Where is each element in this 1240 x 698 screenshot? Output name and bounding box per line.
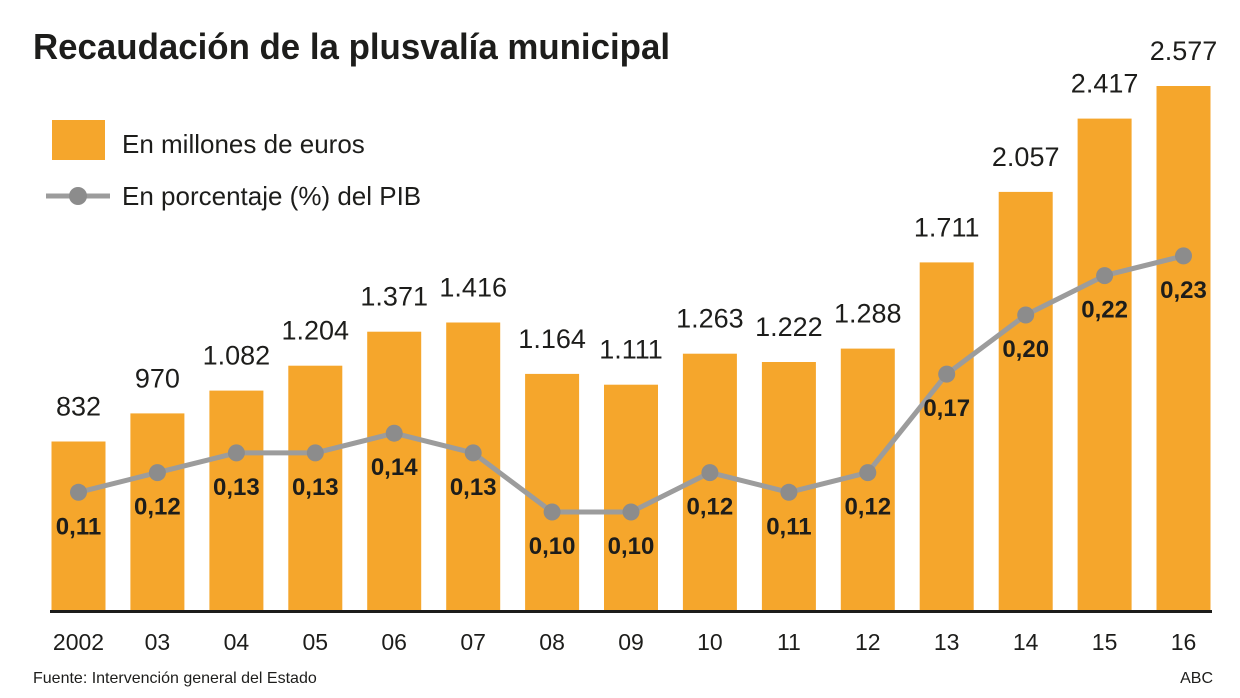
chart-title: Recaudación de la plusvalía municipal xyxy=(33,26,670,67)
x-label-13: 13 xyxy=(934,629,960,655)
pct-label-11: 0,11 xyxy=(766,513,811,540)
bar-value-label-07: 1.416 xyxy=(439,273,507,303)
pct-dot-06 xyxy=(385,424,403,442)
pct-dot-03 xyxy=(148,464,166,482)
x-label-11: 11 xyxy=(777,629,801,655)
bar-value-label-03: 970 xyxy=(135,363,180,393)
pct-dot-07 xyxy=(464,444,482,462)
pct-label-14: 0,20 xyxy=(1002,336,1049,363)
bar-value-labels-group: 832 970 1.082 1.204 1.371 1.416 1.164 1.111 1.26… xyxy=(56,36,1217,422)
pct-dot-11 xyxy=(780,483,798,501)
bar-value-label-2002: 832 xyxy=(56,392,101,422)
pct-label-13: 0,17 xyxy=(923,395,970,422)
bar-value-label-05: 1.204 xyxy=(282,316,350,346)
bar-value-label-09: 1.111 xyxy=(599,335,663,365)
x-label-2002: 2002 xyxy=(53,629,104,655)
x-label-05: 05 xyxy=(303,629,329,655)
x-label-07: 07 xyxy=(460,629,486,655)
pct-dot-13 xyxy=(938,365,956,383)
bar-15 xyxy=(1077,118,1132,611)
pct-label-07: 0,13 xyxy=(450,474,497,501)
bar-09 xyxy=(604,384,658,611)
x-label-03: 03 xyxy=(145,629,171,655)
bar-08 xyxy=(525,373,580,611)
bar-value-label-10: 1.263 xyxy=(676,304,744,334)
pct-dot-12 xyxy=(859,464,877,482)
bar-03 xyxy=(130,413,185,611)
legend-dot-sample xyxy=(69,187,87,205)
pct-label-16: 0,23 xyxy=(1160,277,1207,304)
bars-group xyxy=(51,86,1211,611)
bar-05 xyxy=(288,365,343,611)
bar-06 xyxy=(367,331,422,611)
pct-dot-10 xyxy=(701,464,719,482)
x-label-09: 09 xyxy=(618,629,644,655)
bar-value-label-04: 1.082 xyxy=(203,341,271,371)
legend-label-percent-pib: En porcentaje (%) del PIB xyxy=(122,181,421,211)
x-label-06: 06 xyxy=(381,629,407,655)
pct-dot-2002 xyxy=(70,483,87,501)
bar-16 xyxy=(1156,86,1211,611)
pct-dot-09 xyxy=(622,503,640,521)
x-label-16: 16 xyxy=(1171,629,1197,655)
pct-label-04: 0,13 xyxy=(213,474,260,501)
pct-label-10: 0,12 xyxy=(687,494,734,521)
pct-label-09: 0,10 xyxy=(608,533,655,560)
bar-value-label-06: 1.371 xyxy=(360,282,428,312)
pct-dot-16 xyxy=(1175,247,1192,265)
bar-value-label-13: 1.711 xyxy=(914,212,980,242)
pct-label-15: 0,22 xyxy=(1081,297,1128,324)
source-note: Fuente: Intervención general del Estado xyxy=(33,670,317,687)
legend: En millones de euros En porcentaje (%) d… xyxy=(46,120,421,211)
pct-label-06: 0,14 xyxy=(371,454,418,481)
pct-label-05: 0,13 xyxy=(292,474,339,501)
pct-label-08: 0,10 xyxy=(529,533,576,560)
pct-label-12: 0,12 xyxy=(844,494,891,521)
bar-14 xyxy=(998,191,1053,611)
pct-label-03: 0,12 xyxy=(134,494,181,521)
x-label-10: 10 xyxy=(697,629,723,655)
bar-value-label-11: 1.222 xyxy=(755,312,823,342)
x-label-04: 04 xyxy=(224,629,250,655)
x-label-15: 15 xyxy=(1092,629,1118,655)
legend-swatch-bar xyxy=(52,120,105,160)
pct-dots-group xyxy=(70,247,1192,521)
x-label-08: 08 xyxy=(539,629,565,655)
bar-04 xyxy=(209,390,264,611)
bar-value-label-08: 1.164 xyxy=(518,324,586,354)
x-axis-labels-group: 2002 03 04 05 06 07 08 09 10 11 12 13 14 15 16 xyxy=(53,629,1196,655)
bar-2002 xyxy=(51,441,106,611)
pct-value-labels-group: 0,11 0,12 0,13 0,13 0,14 0,13 0,10 0,10 0,12 0,11… xyxy=(56,277,1207,560)
x-label-14: 14 xyxy=(1013,629,1039,655)
x-label-12: 12 xyxy=(855,629,881,655)
pct-dot-08 xyxy=(543,503,561,521)
pct-dot-04 xyxy=(227,444,245,462)
bar-value-label-15: 2.417 xyxy=(1071,69,1139,99)
bar-value-label-14: 2.057 xyxy=(992,142,1060,172)
pct-dot-05 xyxy=(306,444,324,462)
credit-note: ABC xyxy=(1180,670,1213,687)
bar-value-label-16: 2.577 xyxy=(1150,36,1218,66)
bar-value-label-12: 1.288 xyxy=(834,299,902,329)
bar-13 xyxy=(919,262,974,611)
pct-dot-14 xyxy=(1017,306,1035,324)
pct-dot-15 xyxy=(1096,267,1114,285)
legend-label-millions: En millones de euros xyxy=(122,129,365,159)
pct-label-2002: 0,11 xyxy=(56,513,101,540)
